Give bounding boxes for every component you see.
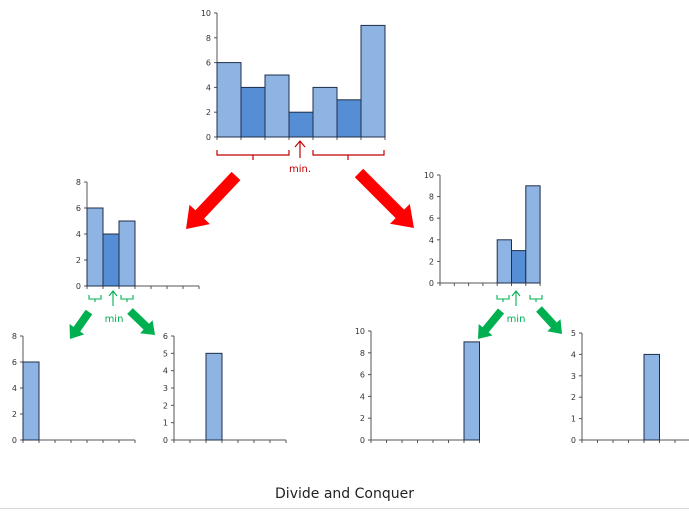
left-split-marker: min [88, 290, 134, 325]
y-tick-label: 8 [206, 34, 211, 43]
y-tick-label: 1 [163, 419, 168, 428]
y-tick-label: 10 [424, 171, 434, 180]
brace-icon [120, 295, 134, 302]
up-arrow-icon [108, 290, 118, 306]
y-tick-label: 6 [429, 214, 434, 223]
chart-right-left: 0 2 4 6 8 10 [355, 327, 480, 445]
bar [86, 207, 104, 287]
y-tick-label: 4 [360, 392, 365, 401]
up-arrow-icon [511, 290, 521, 306]
y-tick-label: 3 [163, 384, 168, 393]
chart-left-left: 0 2 4 6 8 [12, 332, 136, 445]
green-arrow-icon-2 [127, 308, 155, 335]
diagram-caption: Divide and Conquer [275, 486, 414, 502]
bar [463, 341, 480, 441]
min-label-left: min [105, 314, 124, 325]
y-tick-label: 0 [76, 282, 81, 291]
y-tick-label: 2 [206, 108, 211, 117]
brace-icon [529, 295, 543, 302]
bar [102, 233, 120, 287]
divider [0, 508, 689, 509]
y-tick-label: 4 [429, 236, 434, 245]
chart-left: 0 2 4 6 8 [76, 178, 200, 291]
right-split-marker: min [496, 290, 543, 325]
root-split-marker: min. [216, 140, 385, 175]
chart-root: 0 2 4 6 8 10 [201, 9, 386, 142]
y-tick-label: 0 [12, 436, 17, 445]
y-tick-label: 0 [429, 279, 434, 288]
y-tick-label: 6 [206, 59, 211, 68]
y-tick-label: 4 [206, 83, 211, 92]
y-tick-label: 10 [201, 9, 211, 18]
y-tick-label: 2 [571, 393, 576, 402]
bar [312, 86, 338, 138]
bar [288, 111, 314, 138]
bar [118, 220, 136, 287]
green-arrow-icon-3 [478, 308, 505, 339]
y-tick-label: 2 [163, 401, 168, 410]
bar [336, 99, 362, 138]
y-tick-label: 8 [429, 193, 434, 202]
y-tick-label: 1 [571, 415, 576, 424]
y-tick-label: 8 [12, 332, 17, 341]
y-tick-label: 0 [571, 436, 576, 445]
y-tick-label: 2 [12, 410, 17, 419]
y-tick-label: 4 [571, 350, 576, 359]
y-tick-label: 0 [206, 133, 211, 142]
y-tick-label: 2 [76, 256, 81, 265]
y-tick-label: 6 [360, 371, 365, 380]
y-tick-label: 4 [76, 230, 81, 239]
chart-right: 0 2 4 6 8 10 [424, 171, 541, 288]
y-tick-label: 6 [12, 358, 17, 367]
bar [511, 250, 527, 284]
y-tick-label: 8 [360, 349, 365, 358]
y-tick-label: 6 [76, 204, 81, 213]
bar [240, 86, 266, 138]
bar [496, 239, 513, 284]
bar [264, 74, 290, 138]
brace-icon [496, 295, 510, 302]
y-tick-label: 4 [163, 367, 168, 376]
bar [525, 185, 541, 284]
y-tick-label: 0 [360, 436, 365, 445]
red-arrow-left-icon [186, 171, 241, 229]
chart-right-right: 0 1 2 3 4 5 [571, 329, 689, 445]
red-arrow-right-icon [354, 168, 414, 228]
bar [216, 62, 242, 138]
brace-left-icon [216, 150, 290, 160]
y-tick-label: 8 [76, 178, 81, 187]
green-arrow-icon-4 [536, 306, 562, 334]
brace-right-icon [312, 150, 385, 160]
y-tick-label: 0 [163, 436, 168, 445]
bar [360, 24, 386, 138]
y-tick-label: 5 [571, 329, 576, 338]
bar [22, 361, 40, 441]
up-arrow-icon [294, 140, 306, 158]
y-tick-label: 3 [571, 372, 576, 381]
bar [643, 353, 660, 441]
min-label-root: min. [289, 164, 311, 175]
bar [205, 352, 223, 441]
y-tick-label: 10 [355, 327, 365, 336]
y-tick-label: 4 [12, 384, 17, 393]
green-arrow-icon-1 [69, 309, 93, 339]
y-tick-label: 2 [429, 257, 434, 266]
y-tick-label: 5 [163, 349, 168, 358]
brace-icon [88, 295, 102, 302]
min-label-right: min [507, 314, 526, 325]
y-tick-label: 6 [163, 332, 168, 341]
chart-left-right: 0 1 2 3 4 5 6 [163, 332, 287, 445]
histogram-charts: 0 2 4 6 8 10 0 2 4 6 8 0 2 4 6 8 10 0 2 4 6 8 0 1 2 3 4 5 6 0 2 4 6 8 10 0 1… [12, 9, 689, 445]
y-tick-label: 2 [360, 414, 365, 423]
